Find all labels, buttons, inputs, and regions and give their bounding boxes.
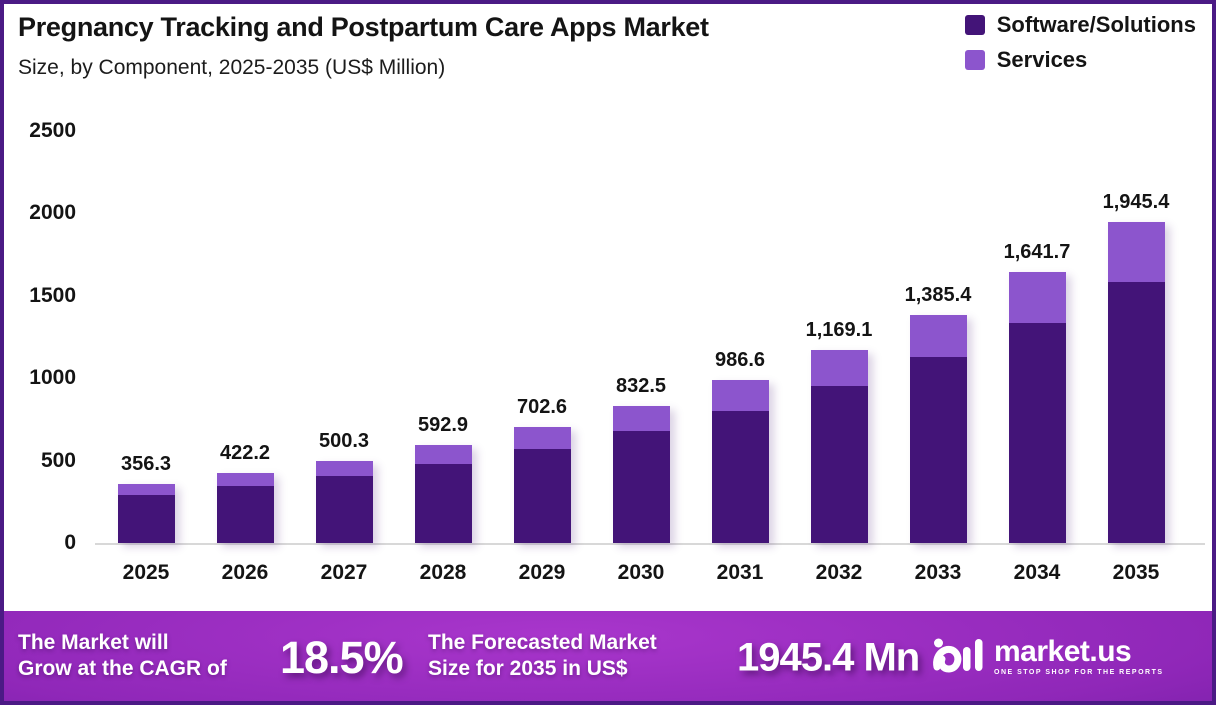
- bar-2027: [315, 460, 373, 543]
- y-tick-label-1500: 1500: [29, 283, 76, 307]
- bar-segment-software-2028: [414, 463, 472, 543]
- x-axis-label-2034: 2034: [1013, 561, 1061, 584]
- y-tick-label-1000: 1000: [29, 366, 76, 390]
- bar-2034: [1008, 272, 1066, 543]
- legend-item-services: Services: [964, 47, 1196, 73]
- legend-swatch-software-icon: [964, 15, 985, 35]
- legend-swatch-services-icon: [964, 50, 985, 70]
- y-tick-label-2000: 2000: [29, 201, 76, 225]
- x-axis-label-2030: 2030: [617, 561, 665, 584]
- cagr-text-line2: Grow at the CAGR of: [18, 657, 227, 680]
- bar-segment-software-2025: [117, 495, 175, 543]
- bar-2025: [117, 484, 175, 543]
- forecast-text-line1: The Forecasted Market: [428, 631, 657, 654]
- bar-value-label-2028: 592.9: [417, 414, 469, 437]
- bar-value-label-2032: 1,169.1: [805, 319, 873, 342]
- bar-segment-services-2034: [1008, 272, 1066, 324]
- chart-panel: Pregnancy Tracking and Postpartum Care A…: [4, 4, 1212, 611]
- y-tick-label-0: 0: [64, 531, 76, 554]
- bar-value-label-2027: 500.3: [318, 429, 370, 452]
- bar-2031: [711, 380, 769, 543]
- cagr-value: 18.5%: [280, 632, 404, 684]
- bar-2035: [1107, 222, 1165, 543]
- x-axis-label-2025: 2025: [122, 561, 170, 584]
- x-axis-label-2035: 2035: [1112, 561, 1160, 584]
- y-tick-label-500: 500: [40, 448, 76, 472]
- bar-segment-services-2025: [117, 484, 175, 496]
- x-axis-label-2028: 2028: [419, 561, 467, 584]
- bar-segment-services-2030: [612, 405, 670, 432]
- x-axis-label-2029: 2029: [518, 561, 566, 584]
- bar-segment-software-2030: [612, 431, 670, 543]
- x-axis-label-2027: 2027: [320, 561, 368, 584]
- y-tick-label-2500: 2500: [29, 119, 76, 142]
- marketus-logo-text: market.us: [994, 634, 1132, 668]
- legend: Software/Solutions Services: [964, 12, 1196, 73]
- bar-segment-software-2033: [909, 357, 967, 543]
- legend-label-software: Software/Solutions: [996, 12, 1196, 37]
- footer-banner: The Market will Grow at the CAGR of 18.5…: [4, 611, 1212, 701]
- forecast-value: 1945.4 Mn: [737, 635, 920, 680]
- bar-segment-services-2033: [909, 314, 967, 358]
- x-axis-label-2031: 2031: [716, 561, 764, 584]
- x-axis-label-2033: 2033: [914, 561, 962, 584]
- bar-segment-services-2032: [810, 350, 868, 387]
- bar-2030: [612, 405, 670, 543]
- legend-item-software: Software/Solutions: [964, 12, 1196, 38]
- x-axis-label-2026: 2026: [221, 561, 269, 584]
- x-axis-line: [95, 543, 1205, 545]
- cagr-text-line1: The Market will: [18, 631, 169, 654]
- bar-value-label-2034: 1,641.7: [1003, 241, 1071, 264]
- bar-segment-software-2026: [216, 486, 274, 543]
- bar-2032: [810, 350, 868, 543]
- bar-2033: [909, 314, 967, 543]
- bar-segment-services-2031: [711, 380, 769, 411]
- chart-title: Pregnancy Tracking and Postpartum Care A…: [18, 12, 709, 42]
- marketus-logo-tagline: ONE STOP SHOP FOR THE REPORTS: [994, 668, 1164, 676]
- bar-segment-services-2029: [513, 427, 571, 449]
- bar-value-label-2031: 986.6: [714, 349, 766, 372]
- bar-value-label-2030: 832.5: [615, 374, 667, 397]
- legend-label-services: Services: [996, 47, 1088, 72]
- bar-segment-services-2035: [1107, 222, 1165, 283]
- x-axis-label-2032: 2032: [815, 561, 863, 584]
- bar-value-label-2035: 1,945.4: [1102, 191, 1170, 214]
- bar-segment-software-2034: [1008, 323, 1066, 543]
- bar-2026: [216, 473, 274, 543]
- bar-segment-software-2029: [513, 448, 571, 543]
- marketus-logo: market.us ONE STOP SHOP FOR THE REPORTS: [932, 633, 1164, 679]
- marketus-logo-textcol: market.us ONE STOP SHOP FOR THE REPORTS: [994, 634, 1164, 676]
- plot-area: 0 500 1000 1500 2000 2500 356.3 2025 422.2 2026 50…: [4, 4, 1212, 611]
- bar-value-label-2033: 1,385.4: [904, 283, 972, 306]
- bar-segment-services-2028: [414, 445, 472, 464]
- bar-value-label-2026: 422.2: [219, 442, 271, 465]
- bar-2028: [414, 445, 472, 543]
- bar-value-label-2029: 702.6: [516, 396, 568, 419]
- chart-subtitle: Size, by Component, 2025-2035 (US$ Milli…: [18, 56, 446, 79]
- bar-segment-software-2035: [1107, 282, 1165, 543]
- bar-value-label-2025: 356.3: [120, 453, 172, 476]
- bar-segment-services-2027: [315, 460, 373, 476]
- bar-segment-software-2027: [315, 475, 373, 543]
- forecast-text: The Forecasted Market Size for 2035 in U…: [428, 630, 657, 682]
- bar-2029: [513, 427, 571, 543]
- cagr-text: The Market will Grow at the CAGR of: [18, 630, 227, 682]
- forecast-text-line2: Size for 2035 in US$: [428, 657, 628, 680]
- bar-segment-software-2031: [711, 410, 769, 543]
- marketus-logo-swirl-icon: [933, 638, 983, 673]
- bar-segment-software-2032: [810, 386, 868, 543]
- bar-segment-services-2026: [216, 473, 274, 487]
